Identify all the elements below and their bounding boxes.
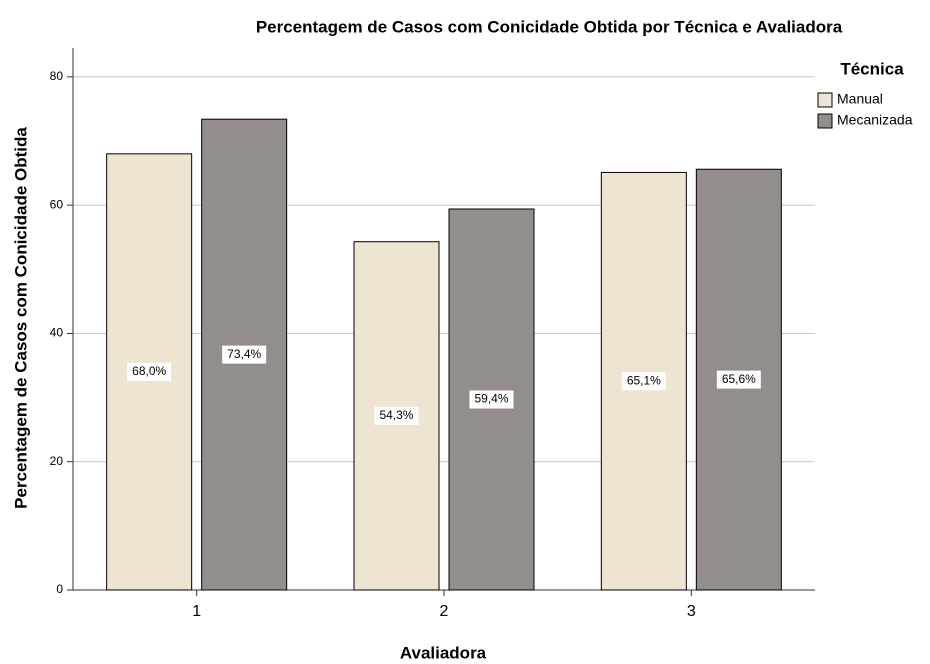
y-tick-label: 0	[56, 582, 63, 596]
y-axis-label: Percentagem de Casos com Conicidade Obti…	[11, 127, 30, 509]
value-label: 54,3%	[379, 408, 413, 422]
value-label: 59,4%	[474, 392, 508, 406]
legend-label: Mecanizada	[837, 112, 913, 128]
x-axis-label: Avaliadora	[400, 643, 487, 662]
y-tick-label: 80	[50, 69, 64, 83]
value-label-bg	[127, 362, 172, 381]
chart-title: Percentagem de Casos com Conicidade Obti…	[256, 17, 843, 36]
y-tick-label: 60	[50, 197, 64, 211]
y-tick-label: 40	[50, 326, 64, 340]
legend-swatch	[817, 113, 833, 129]
value-label: 65,6%	[722, 372, 756, 386]
x-tick-label: 3	[687, 603, 696, 620]
value-label: 65,1%	[627, 373, 661, 387]
x-tick-label: 2	[440, 603, 449, 620]
legend-title: Técnica	[840, 59, 904, 78]
value-label: 73,4%	[227, 347, 261, 361]
value-label-bg	[716, 370, 761, 389]
value-label-bg	[621, 372, 666, 391]
x-tick-label: 1	[192, 603, 201, 620]
value-label-bg	[469, 390, 514, 409]
legend-swatch	[817, 92, 833, 108]
y-tick-label: 20	[50, 454, 64, 468]
value-label-bg	[222, 345, 267, 364]
legend-label: Manual	[837, 91, 883, 107]
value-label: 68,0%	[132, 364, 166, 378]
value-label-bg	[374, 406, 419, 425]
